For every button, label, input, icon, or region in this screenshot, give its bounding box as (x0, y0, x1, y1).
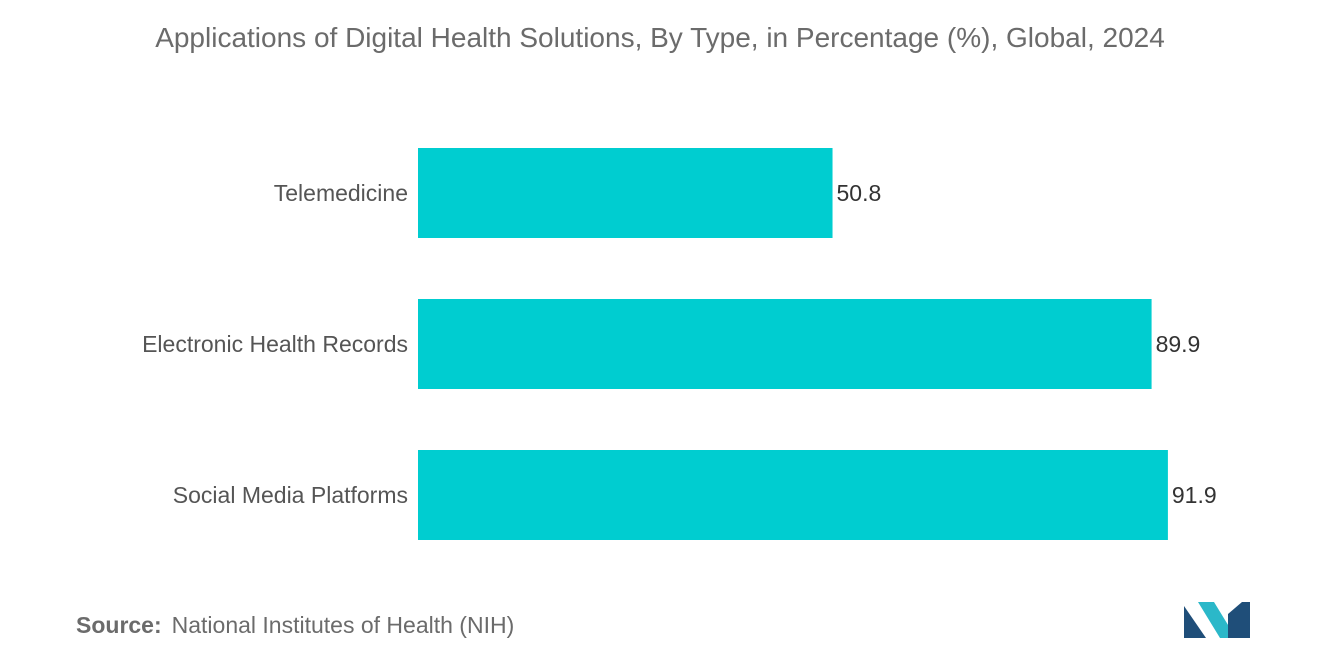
source-label: Source: (76, 612, 162, 638)
bar (418, 148, 833, 238)
category-label: Electronic Health Records (142, 331, 408, 357)
data-label: 89.9 (1156, 331, 1201, 357)
logo-left-shape (1184, 606, 1206, 638)
category-label: Social Media Platforms (173, 482, 408, 508)
bar (418, 299, 1152, 389)
logo-middle-shape (1198, 602, 1236, 638)
category-label: Telemedicine (274, 180, 408, 206)
data-label: 50.8 (837, 180, 882, 206)
bar (418, 450, 1168, 540)
source-text: National Institutes of Health (NIH) (171, 612, 515, 638)
chart-title: Applications of Digital Health Solutions… (155, 22, 1165, 53)
data-label: 91.9 (1172, 482, 1217, 508)
logo-right-shape (1228, 602, 1250, 638)
mordor-intelligence-logo-icon (1184, 602, 1250, 638)
source-note: Source: National Institutes of Health (NI… (76, 612, 514, 639)
